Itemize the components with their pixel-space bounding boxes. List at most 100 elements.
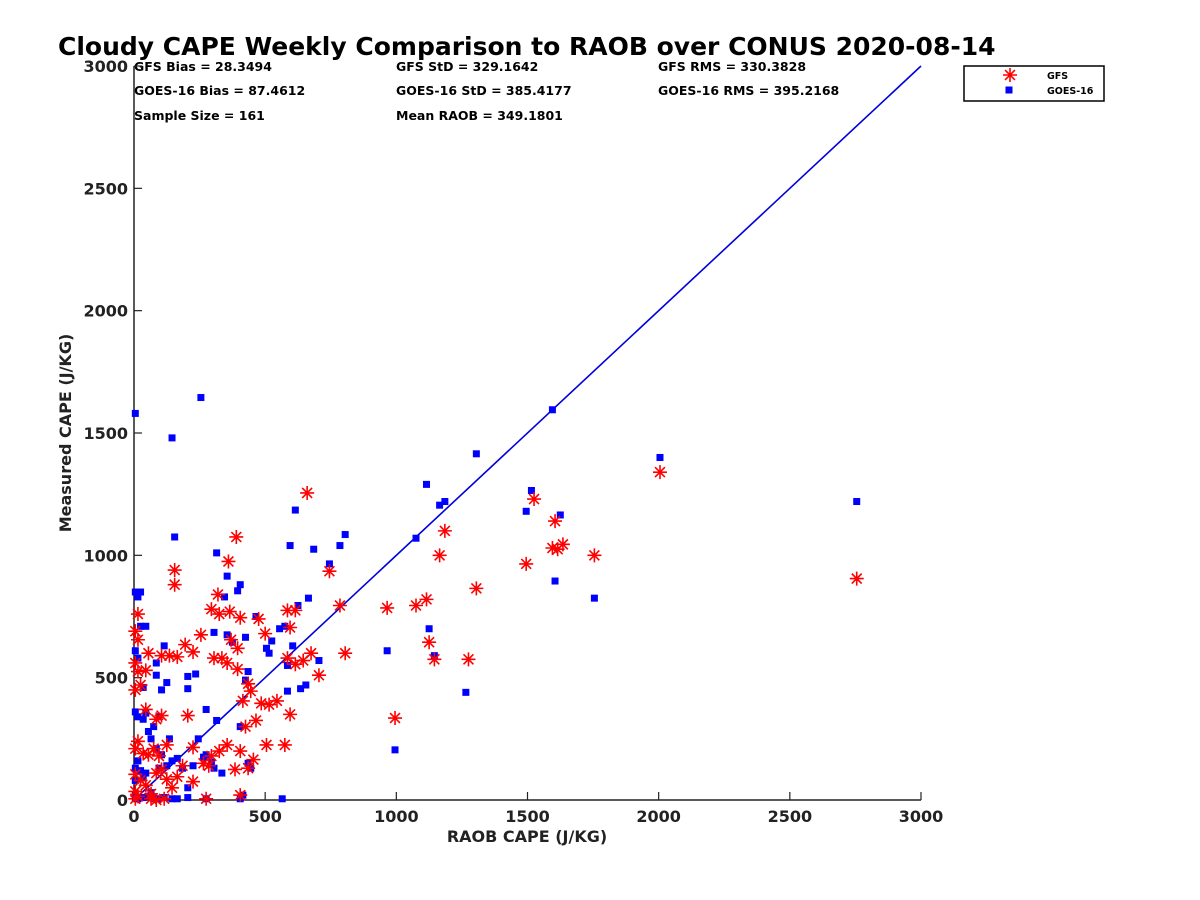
- goes16-point: [184, 784, 192, 792]
- gfs-point: [230, 641, 245, 656]
- x-axis-label: RAOB CAPE (J/KG): [447, 827, 607, 846]
- x-tick-label: 1000: [374, 807, 419, 826]
- gfs-point: [220, 655, 235, 670]
- legend-gfs-label: GFS: [1047, 71, 1068, 82]
- gfs-point: [212, 744, 227, 759]
- gfs-point: [212, 607, 227, 622]
- gfs-point: [283, 620, 298, 635]
- goes16-point: [134, 654, 142, 662]
- gfs-point: [288, 657, 303, 672]
- gfs-point: [128, 791, 143, 806]
- gfs-point: [432, 548, 447, 563]
- gfs-point: [288, 603, 303, 618]
- goes16-point: [412, 534, 420, 542]
- gfs-point: [222, 604, 237, 619]
- goes16-point: [184, 672, 192, 680]
- goes16-point: [289, 642, 297, 650]
- gfs-point: [248, 713, 263, 728]
- y-tick-label: 0: [117, 791, 128, 810]
- stat-goes-rms: GOES-16 RMS = 395.2168: [658, 83, 839, 98]
- gfs-point: [233, 744, 248, 759]
- goes16-point: [234, 587, 242, 595]
- gfs-point: [233, 788, 248, 803]
- gfs-point: [332, 598, 347, 613]
- goes16-point: [168, 757, 176, 765]
- gfs-point: [304, 646, 319, 661]
- gfs-point: [128, 682, 143, 697]
- gfs-point: [587, 548, 602, 563]
- gfs-point: [300, 485, 315, 500]
- gfs-point: [128, 655, 143, 670]
- goes16-point: [462, 688, 470, 696]
- gfs-point: [201, 758, 216, 773]
- goes16-point: [522, 507, 530, 515]
- chart-title: Cloudy CAPE Weekly Comparison to RAOB ov…: [58, 32, 996, 61]
- gfs-point: [149, 766, 164, 781]
- goes16-point: [142, 622, 150, 630]
- goes16-point: [304, 594, 312, 602]
- gfs-point: [130, 607, 145, 622]
- y-axis-ticks: 0 500 1000 1500 2000 2500 3000: [83, 57, 142, 810]
- gfs-point: [259, 737, 274, 752]
- stat-gfs-rms: GFS RMS = 330.3828: [658, 59, 806, 74]
- gfs-point: [251, 611, 266, 626]
- goes16-point: [192, 670, 200, 678]
- stat-gfs-std: GFS StD = 329.1642: [396, 59, 538, 74]
- goes16-point: [241, 633, 249, 641]
- gfs-point: [220, 737, 235, 752]
- goes16-point: [336, 542, 344, 550]
- gfs-point: [186, 774, 201, 789]
- y-tick-label: 500: [95, 669, 128, 688]
- gfs-point: [235, 693, 250, 708]
- gfs-point: [199, 791, 214, 806]
- gfs-point: [136, 746, 151, 761]
- goes16-point: [310, 545, 318, 553]
- gfs-point: [130, 734, 145, 749]
- goes16-point: [656, 453, 664, 461]
- gfs-point: [193, 627, 208, 642]
- gfs-point: [180, 708, 195, 723]
- gfs-point: [165, 780, 180, 795]
- gfs-point: [548, 514, 563, 529]
- goes16-point: [244, 668, 252, 676]
- goes16-point: [137, 767, 145, 775]
- y-tick-label: 1500: [83, 424, 128, 443]
- goes16-point: [131, 588, 139, 596]
- gfs-point: [154, 648, 169, 663]
- goes16-point: [131, 708, 139, 716]
- gfs-point: [243, 684, 258, 699]
- legend-goes16-marker: [1005, 86, 1013, 94]
- y-tick-label: 3000: [83, 57, 128, 76]
- gfs-point: [133, 678, 148, 693]
- goes16-point: [278, 795, 286, 803]
- gfs-point: [241, 761, 256, 776]
- gfs-point: [154, 708, 169, 723]
- gfs-point: [262, 697, 277, 712]
- gfs-point: [167, 563, 182, 578]
- stat-goes-bias: GOES-16 Bias = 87.4612: [134, 83, 305, 98]
- goes16-point: [163, 679, 171, 687]
- gfs-point: [138, 663, 153, 678]
- goes16-point: [302, 681, 310, 689]
- gfs-point: [388, 711, 403, 726]
- y-tick-label: 2000: [83, 302, 128, 321]
- gfs-point: [311, 668, 326, 683]
- goes16-point: [548, 406, 556, 414]
- gfs-point: [254, 696, 269, 711]
- gfs-point: [170, 649, 185, 664]
- gfs-point: [427, 652, 442, 667]
- goes16-point: [297, 685, 305, 693]
- gfs-point: [204, 602, 219, 617]
- gfs-point: [128, 784, 143, 799]
- goes16-point: [853, 498, 861, 506]
- x-tick-label: 3000: [899, 807, 944, 826]
- goes16-point: [134, 593, 142, 601]
- legend-goes16-square: [1005, 86, 1013, 94]
- gfs-point: [207, 651, 222, 666]
- reference-line: [133, 65, 922, 801]
- gfs-point: [224, 632, 239, 647]
- goes16-point: [139, 715, 147, 723]
- gfs-point: [419, 592, 434, 607]
- gfs-point: [128, 741, 143, 756]
